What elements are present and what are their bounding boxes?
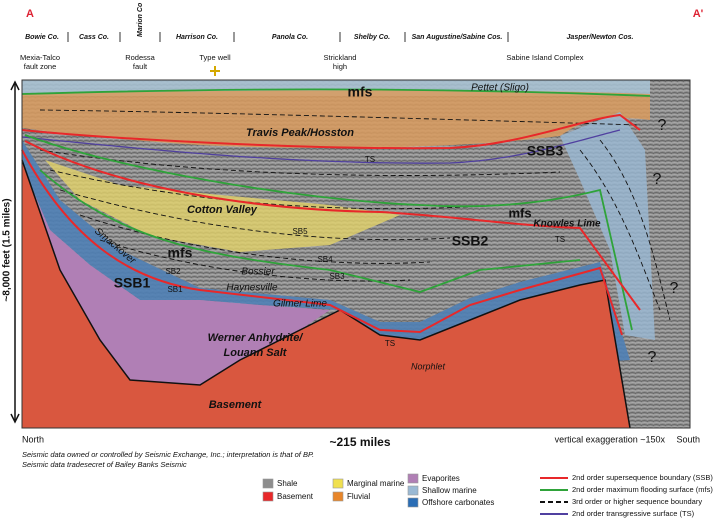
fluvial [22, 90, 650, 149]
legend-swatches [262, 473, 419, 508]
evaporites [22, 165, 330, 385]
feature-label: Type well [199, 53, 231, 62]
section-label: TS [365, 155, 375, 164]
section-label: Bossier [241, 267, 275, 278]
county-label: San Augustine/Sabine Cos. [412, 34, 503, 41]
legend-label: Marginal marine [347, 479, 405, 488]
county-label: Cass Co. [79, 34, 109, 41]
section-label: SB3 [329, 272, 345, 281]
feature-label: Strickland [324, 53, 357, 62]
section-label: TS [385, 339, 395, 348]
axis-left: North [22, 434, 44, 444]
section-label: ? [658, 117, 667, 134]
axis-right: South [676, 434, 700, 444]
legend-label: 3rd order or higher sequence boundary [572, 497, 702, 506]
county-label: Panola Co. [272, 34, 308, 41]
section-label: Basement [209, 399, 263, 411]
marginal-marine [45, 160, 400, 252]
feature-label: Mexia-Talco [20, 53, 60, 62]
section-frame [21, 79, 691, 429]
feature-label: fault zone [24, 62, 57, 71]
feature-label: high [333, 62, 347, 71]
section-label: SB1 [167, 285, 183, 294]
feature-label: fault [133, 62, 148, 71]
marker-right: A' [693, 8, 704, 20]
section-label: SB5 [292, 227, 308, 236]
section-label: mfs [348, 84, 373, 100]
section-label: mfs [508, 205, 531, 220]
section-label: Cotton Valley [187, 204, 258, 216]
legend-label: Basement [277, 492, 314, 501]
section-label: ? [648, 349, 657, 366]
marker-left: A [26, 8, 34, 20]
legend-label: Shale [277, 479, 298, 488]
county-label: Shelby Co. [354, 34, 390, 41]
section-label: Pettet (Sligo) [471, 83, 529, 94]
county-label: Harrison Co. [176, 34, 218, 41]
section-label: ? [670, 280, 679, 297]
section-label: Gilmer Lime [273, 299, 327, 310]
section-label: SB2 [165, 267, 181, 276]
county-label: Jasper/Newton Cos. [567, 34, 634, 41]
county-dividers [67, 32, 509, 42]
offshore-carbonates [22, 140, 630, 362]
feature-label: Sabine Island Complex [506, 53, 583, 62]
scale-arrows [10, 80, 20, 424]
legend-label: 2nd order supersequence boundary (SSB) [572, 473, 713, 482]
section [21, 79, 691, 429]
section-label: Haynesville [226, 283, 278, 294]
section-label: Norphlet [411, 361, 446, 371]
section-label: ? [653, 171, 662, 188]
axis-exaggeration: vertical exaggeration ~150x [555, 434, 666, 444]
legend-label: Offshore carbonates [422, 498, 494, 507]
axis-vertical: ~8,000 feet (1.5 miles) [2, 198, 13, 301]
section-label: Louann Salt [224, 347, 288, 359]
section-label: SSB3 [527, 143, 564, 159]
type-well-icon [210, 66, 220, 76]
section-label: mfs [168, 245, 193, 261]
section-label: TS [555, 235, 565, 244]
legend-label: 2nd order maximum flooding surface (mfs) [572, 485, 713, 494]
section-label: Travis Peak/Hosston [246, 127, 354, 139]
section-label: SB4 [317, 255, 333, 264]
section-label: SSB1 [114, 275, 151, 291]
legend-label: Evaporites [422, 474, 460, 483]
legend-label: 2nd order transgressive surface (TS) [572, 509, 695, 518]
legend-label: Shallow marine [422, 486, 477, 495]
legend-label: Fluvial [347, 492, 370, 501]
credit: Seismic data owned or controlled by Seis… [22, 450, 314, 459]
section-label: Werner Anhydrite/ [208, 332, 305, 344]
section-label: SSB2 [452, 233, 489, 249]
county-label: Bowie Co. [25, 34, 59, 41]
county-label: Marion Co [137, 2, 144, 37]
legend-lines [540, 477, 568, 515]
section-label: Knowles Lime [533, 219, 601, 230]
axis-center: ~215 miles [329, 435, 390, 449]
ssb-lines [21, 113, 641, 336]
credit: Seismic data tradesecret of Bailey Banks… [22, 460, 187, 469]
basement [22, 160, 630, 428]
feature-label: Rodessa [125, 53, 155, 62]
mfs-lines [21, 88, 651, 331]
ts-line [21, 129, 621, 164]
